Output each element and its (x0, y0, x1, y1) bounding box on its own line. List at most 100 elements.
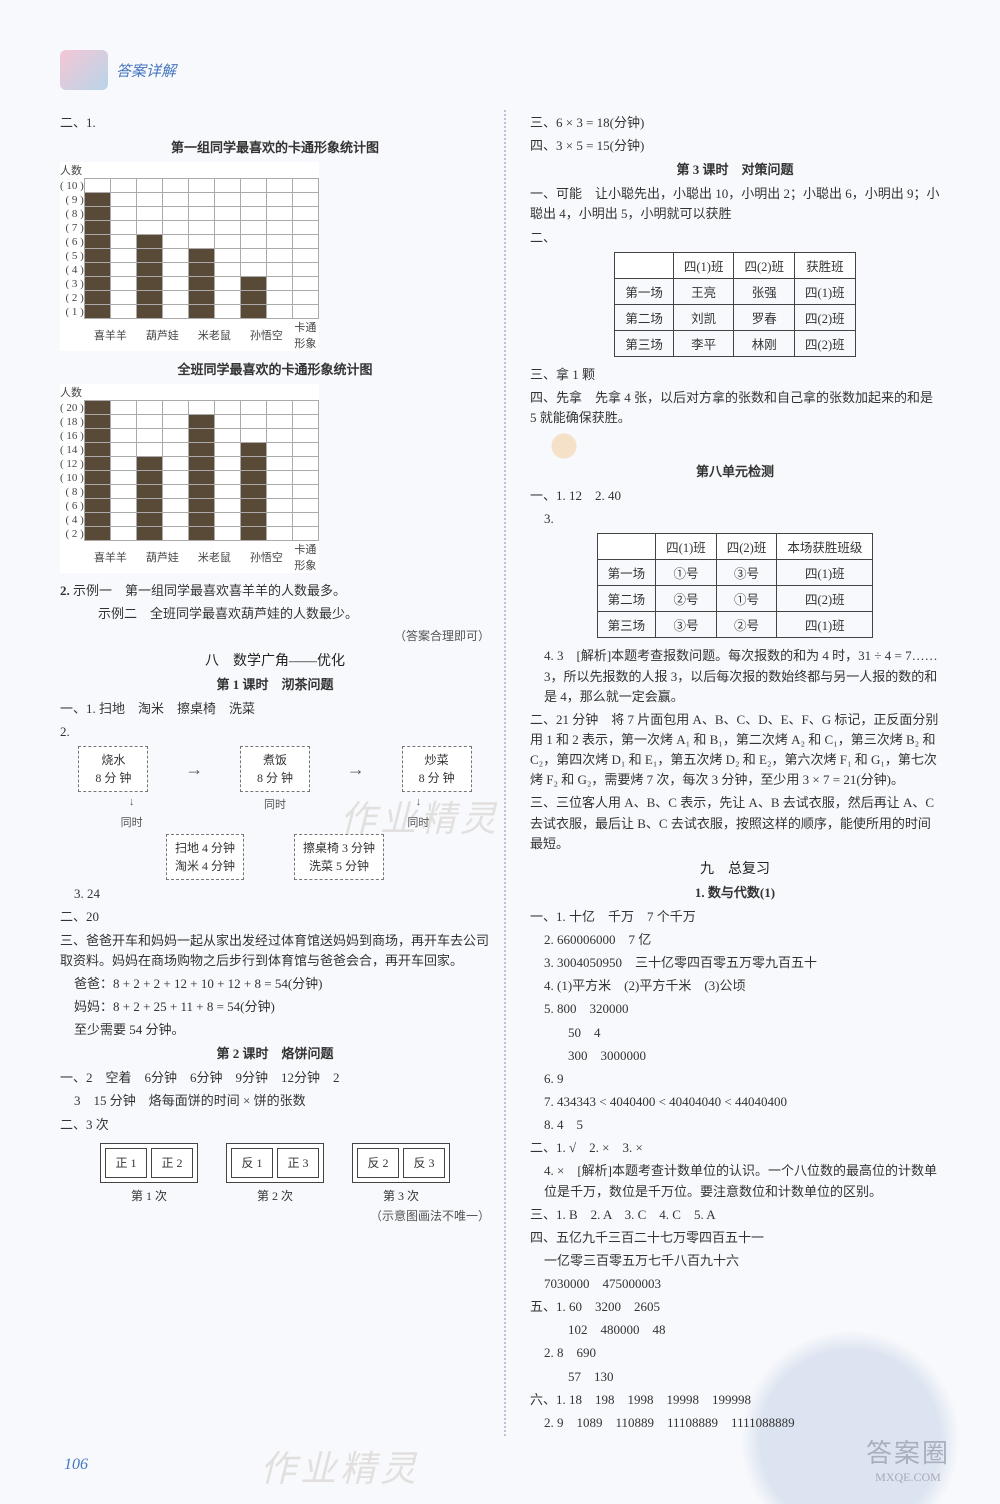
flow-box-l2: 8 分 钟 (87, 769, 139, 787)
table-cell: 第三场 (615, 330, 674, 356)
table-header-cell: 四(2)班 (734, 252, 795, 278)
s9-d1: 四、五亿九千三百二十七万零四百五十一 (530, 1228, 940, 1248)
lesson1-q5d: 至少需要 54 分钟。 (60, 1020, 490, 1040)
s9-e4: 57 130 (530, 1367, 940, 1387)
lesson1-q1: 一、1. 扫地 淘米 擦桌椅 洗菜 (60, 699, 490, 719)
lesson1-q2-label: 2. (60, 722, 490, 742)
s9-b1: 二、1. √ 2. × 3. × (530, 1138, 940, 1158)
flip-group: 反 1正 3第 2 次 (226, 1143, 324, 1204)
unit8-l5: 二、21 分钟 将 7 片面包用 A、B、C、D、E、F、G 标记，正反面分别用… (530, 710, 940, 791)
lesson1-q4: 二、20 (60, 907, 490, 927)
l1-q2-num: 2. (60, 724, 70, 739)
s9-a5c: 300 3000000 (530, 1046, 940, 1066)
table-row: 第三场③号②号四(1)班 (597, 612, 873, 638)
section-8-title: 八 数学广角——优化 (60, 650, 490, 670)
table-row: 第一场①号③号四(1)班 (597, 560, 873, 586)
s9-a5b: 50 4 (530, 1023, 940, 1043)
flip-group: 反 2反 3第 3 次 (352, 1143, 450, 1204)
page-header: 答案详解 (60, 50, 940, 90)
q-2-1-prefix: 二、1. (60, 113, 490, 133)
item2-num: 2. (60, 583, 70, 598)
table-cell: ③号 (716, 560, 777, 586)
lesson3-l3: 三、拿 1 颗 (530, 365, 940, 385)
flow-box-l1: 扫地 4 分钟 (175, 839, 235, 857)
flow-down-arrow-icon: ↓ (61, 796, 203, 812)
header-illustration-icon (60, 50, 108, 90)
unit8-l4: 4. 3 [解析]本题考查报数问题。每次报数的和为 4 时，31 ÷ 4 = 7… (530, 646, 940, 706)
table-cell: ①号 (716, 586, 777, 612)
flip-group: 正 1正 2第 1 次 (100, 1143, 198, 1204)
flow-box-l1: 炒菜 (411, 751, 463, 769)
item2-line-b: 示例二 全班同学最喜欢葫芦娃的人数最少。 (60, 604, 490, 624)
item2-line-a: 示例一 第一组同学最喜欢喜羊羊的人数最多。 (73, 583, 346, 598)
s9-a6: 6. 9 (530, 1069, 940, 1089)
table-cell: 四(2)班 (795, 330, 856, 356)
flip-cell: 正 3 (277, 1148, 319, 1178)
lesson3-l4: 四、先拿 先拿 4 张，以后对方拿的张数和自己拿的张数加起来的和是 5 就能确保… (530, 388, 940, 428)
table-cell: 第三场 (597, 612, 656, 638)
lesson2-l1: 一、2 空着 6分钟 6分钟 9分钟 12分钟 2 (60, 1068, 490, 1088)
right-column: 三、6 × 3 = 18(分钟) 四、3 × 5 = 15(分钟) 第 3 课时… (520, 110, 940, 1436)
chart2: 人数( 20 )( 18 )( 16 )( 14 )( 12 )( 10 )( … (60, 384, 490, 573)
flow-box-saodi: 扫地 4 分钟 淘米 4 分钟 (166, 834, 244, 880)
tongshi-label: 同时 (347, 814, 489, 830)
table-cell: ②号 (656, 586, 717, 612)
flip-cell: 正 1 (105, 1148, 147, 1178)
sec9-sub: 1. 数与代数(1) (530, 882, 940, 901)
lesson3-l2-label: 二、 (530, 228, 940, 248)
lesson1-q5a: 三、爸爸开车和妈妈一起从家出发经过体育馆送妈妈到商场，再开车去公司取资料。妈妈在… (60, 931, 490, 971)
table-cell: 罗春 (734, 304, 795, 330)
flow-box-l2: 淘米 4 分钟 (175, 857, 235, 875)
s9-d2: 一亿零三百零五万七千八百九十六 (530, 1251, 940, 1271)
arrow-icon: → (185, 759, 203, 780)
s9-a8: 8. 4 5 (530, 1115, 940, 1135)
page-number: 106 (60, 1456, 940, 1474)
table-row: 第二场刘凯罗春四(2)班 (615, 304, 855, 330)
table-cell: 四(2)班 (795, 304, 856, 330)
unit8-l6: 三、三位客人用 A、B、C 表示，先让 A、B 去试衣服，然后再让 A、C 去试… (530, 793, 940, 853)
lesson2-l2: 3 15 分钟 烙每面饼的时间 × 饼的张数 (60, 1091, 490, 1111)
table-header-cell: 四(1)班 (673, 252, 734, 278)
s9-a7: 7. 434343 < 4040400 < 40404040 < 4404040… (530, 1092, 940, 1112)
table-cell: 张强 (734, 278, 795, 304)
table-header-cell (597, 534, 656, 560)
s9-f2: 2. 9 1089 110889 11108889 1111088889 (530, 1413, 940, 1433)
table-cell: 四(2)班 (777, 586, 873, 612)
column-divider (504, 110, 506, 1436)
flow-tongshi-row1: ↓ 同时 ↓ (60, 796, 490, 812)
item2-note: （答案合理即可） (60, 627, 490, 646)
lesson1-q5b: 爸爸：8 + 2 + 2 + 12 + 10 + 12 + 8 = 54(分钟) (60, 974, 490, 994)
page: 答案详解 二、1. 第一组同学最喜欢的卡通形象统计图 人数( 10 )( 9 )… (0, 0, 1000, 1504)
lesson2-note: （示意图画法不唯一） (60, 1207, 490, 1226)
table-cell: 第二场 (615, 304, 674, 330)
s9-c1: 三、1. B 2. A 3. C 4. C 5. A (530, 1205, 940, 1225)
table-row: 第一场王亮张强四(1)班 (615, 278, 855, 304)
flow-box-l1: 煮饭 (249, 751, 301, 769)
table-row: 第二场②号①号四(2)班 (597, 586, 873, 612)
table-cell: 四(1)班 (795, 278, 856, 304)
table-cell: ②号 (716, 612, 777, 638)
flip-row: 正 1正 2第 1 次反 1正 3第 2 次反 2反 3第 3 次 (60, 1143, 490, 1204)
s9-a1: 一、1. 十亿 千万 7 个千万 (530, 907, 940, 927)
table-cell: ①号 (656, 560, 717, 586)
flip-cell: 反 3 (403, 1148, 445, 1178)
table-cell: 李平 (673, 330, 734, 356)
s9-a2: 2. 660006000 7 亿 (530, 930, 940, 950)
s9-b2: 4. × [解析]本题考查计数单位的认识。一个八位数的最高位的计数单位是千万，数… (530, 1161, 940, 1201)
unit8-l3-label: 3. (530, 509, 940, 529)
s9-e3: 2. 8 690 (530, 1343, 940, 1363)
s9-a4: 4. (1)平方米 (2)平方千米 (3)公顷 (530, 976, 940, 996)
table-header-cell: 获胜班 (795, 252, 856, 278)
table-header-cell: 四(2)班 (716, 534, 777, 560)
lesson2-title: 第 2 课时 烙饼问题 (60, 1043, 490, 1062)
table-header-cell (615, 252, 674, 278)
flow-box-chaoCai: 炒菜 8 分 钟 (402, 746, 472, 792)
tongshi-label: 同时 (61, 814, 203, 830)
flow-down-arrow-icon: ↓ (347, 796, 489, 812)
chart2-title: 全班同学最喜欢的卡通形象统计图 (60, 359, 490, 378)
flow-box-l1: 烧水 (87, 751, 139, 769)
table-cell: 林刚 (734, 330, 795, 356)
lesson1-q3: 3. 24 (60, 884, 490, 904)
flip-cell: 反 1 (231, 1148, 273, 1178)
table-cell: 第一场 (597, 560, 656, 586)
